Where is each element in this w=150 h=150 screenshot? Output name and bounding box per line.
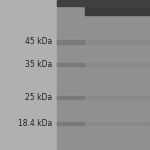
Bar <box>85 6 150 15</box>
Text: 45 kDa: 45 kDa <box>25 38 52 46</box>
Bar <box>85 63 150 66</box>
Text: 25 kDa: 25 kDa <box>25 93 52 102</box>
Bar <box>57 0 150 150</box>
Text: 18.4 kDa: 18.4 kDa <box>18 118 52 127</box>
Bar <box>57 40 84 44</box>
Bar <box>85 122 150 124</box>
Bar <box>57 96 84 99</box>
Text: 35 kDa: 35 kDa <box>25 60 52 69</box>
Bar <box>0 0 57 150</box>
Bar <box>57 0 150 6</box>
Bar <box>57 122 84 124</box>
Bar <box>57 63 84 66</box>
Bar <box>85 96 150 99</box>
Bar <box>85 40 150 44</box>
